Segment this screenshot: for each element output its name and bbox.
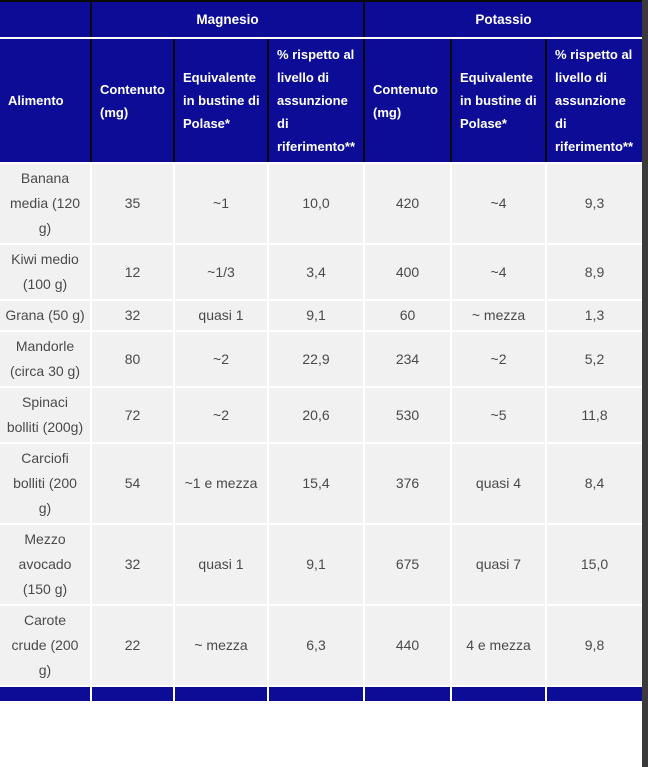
column-header-mg-percent: % rispetto al livello di assunzione di r… — [269, 39, 363, 162]
table-cell: 8,4 — [547, 444, 642, 523]
table-cell: 10,0 — [269, 164, 363, 243]
food-name: Mezzo avocado (150 g) — [0, 525, 90, 604]
table-cell: 35 — [92, 164, 173, 243]
table-cell: 22,9 — [269, 332, 363, 386]
table-cell: ~5 — [452, 388, 545, 442]
next-table-header-partial — [0, 687, 642, 701]
table-body: Banana media (120 g) 35 ~1 10,0 420 ~4 9… — [0, 164, 642, 685]
table-cell: 80 — [92, 332, 173, 386]
table-cell: 6,3 — [269, 606, 363, 685]
table-cell: ~4 — [452, 164, 545, 243]
table-cell: 8,9 — [547, 245, 642, 299]
table-cell: 22 — [92, 606, 173, 685]
partial-header-cell — [365, 687, 450, 701]
table-column-header-row: Alimento Contenuto (mg) Equivalente in b… — [0, 39, 642, 162]
table-cell: ~1 e mezza — [175, 444, 267, 523]
table-cell: 440 — [365, 606, 450, 685]
table-cell: 376 — [365, 444, 450, 523]
group-header-magnesio: Magnesio — [92, 2, 363, 37]
partial-header-cell — [269, 687, 363, 701]
table-cell: 675 — [365, 525, 450, 604]
table-cell: 420 — [365, 164, 450, 243]
table-cell: 72 — [92, 388, 173, 442]
table-cell: 11,8 — [547, 388, 642, 442]
food-name: Carote crude (200 g) — [0, 606, 90, 685]
table-cell: 12 — [92, 245, 173, 299]
table-cell: ~ mezza — [175, 606, 267, 685]
table-cell: 3,4 — [269, 245, 363, 299]
table-cell: quasi 7 — [452, 525, 545, 604]
table-cell: 15,4 — [269, 444, 363, 523]
table-cell: 9,1 — [269, 301, 363, 330]
group-header-potassio: Potassio — [365, 2, 642, 37]
table-cell: 9,1 — [269, 525, 363, 604]
column-header-k-contenuto: Contenuto (mg) — [365, 39, 450, 162]
table-cell: 9,8 — [547, 606, 642, 685]
partial-header-cell — [452, 687, 545, 701]
table-cell: 4 e mezza — [452, 606, 545, 685]
column-header-k-equivalente: Equivalente in bustine di Polase* — [452, 39, 545, 162]
partial-header-cell — [547, 687, 642, 701]
table-cell: 1,3 — [547, 301, 642, 330]
food-name: Spinaci bolliti (200g) — [0, 388, 90, 442]
table-cell: quasi 1 — [175, 301, 267, 330]
table-cell: ~4 — [452, 245, 545, 299]
partial-header-cell — [0, 687, 90, 701]
table-cell: 400 — [365, 245, 450, 299]
table-cell: 234 — [365, 332, 450, 386]
food-name: Grana (50 g) — [0, 301, 90, 330]
food-name: Banana media (120 g) — [0, 164, 90, 243]
table-cell: 54 — [92, 444, 173, 523]
table-cell: 20,6 — [269, 388, 363, 442]
partial-header-cell — [92, 687, 173, 701]
table-cell: 5,2 — [547, 332, 642, 386]
column-header-mg-equivalente: Equivalente in bustine di Polase* — [175, 39, 267, 162]
table-cell: ~2 — [175, 388, 267, 442]
table-cell: ~1/3 — [175, 245, 267, 299]
table-cell: ~2 — [452, 332, 545, 386]
corner-cell — [0, 2, 90, 37]
table-cell: 9,3 — [547, 164, 642, 243]
table-cell: 32 — [92, 301, 173, 330]
table-cell: ~ mezza — [452, 301, 545, 330]
food-name: Kiwi medio (100 g) — [0, 245, 90, 299]
table-cell: 530 — [365, 388, 450, 442]
right-edge-strip — [642, 0, 648, 767]
food-name: Mandorle (circa 30 g) — [0, 332, 90, 386]
food-name: Carciofi bolliti (200 g) — [0, 444, 90, 523]
table-cell: quasi 1 — [175, 525, 267, 604]
column-header-k-percent: % rispetto al livello di assunzione di r… — [547, 39, 642, 162]
table-cell: ~1 — [175, 164, 267, 243]
column-header-alimento: Alimento — [0, 39, 90, 162]
table-cell: quasi 4 — [452, 444, 545, 523]
table-group-header-row: Magnesio Potassio — [0, 0, 642, 37]
table-cell: 15,0 — [547, 525, 642, 604]
table-cell: ~2 — [175, 332, 267, 386]
table-cell: 32 — [92, 525, 173, 604]
column-header-mg-contenuto: Contenuto (mg) — [92, 39, 173, 162]
table-cell: 60 — [365, 301, 450, 330]
partial-header-cell — [175, 687, 267, 701]
